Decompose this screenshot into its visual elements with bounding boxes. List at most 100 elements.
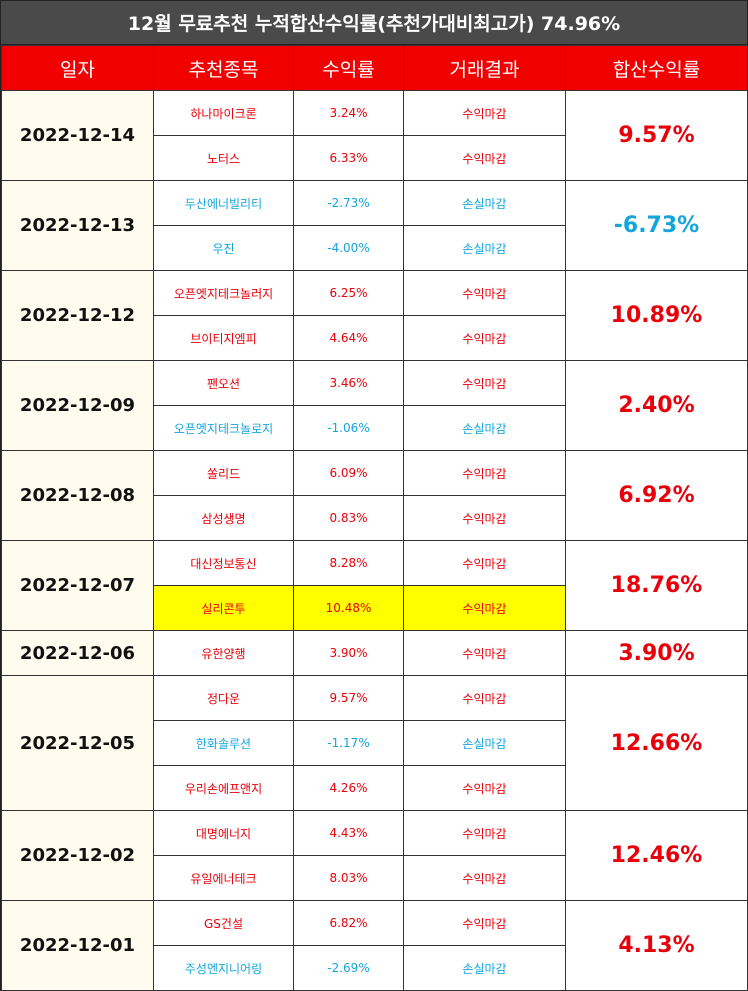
date-cell: 2022-12-12 — [1, 270, 154, 361]
return-rate: 3.90% — [293, 630, 404, 676]
header-row: 일자 추천종목 수익률 거래결과 합산수익률 — [1, 45, 748, 91]
return-rate: 8.03% — [293, 855, 404, 901]
return-rate: 10.48% — [293, 585, 404, 631]
total-return: 9.57% — [565, 90, 748, 181]
return-rate: 6.09% — [293, 450, 404, 496]
return-rate: 4.64% — [293, 315, 404, 361]
table-row: 오픈엣지테크놀로지 -1.06% 손실마감 — [2, 405, 748, 451]
table-row: 2022-12-14 하나마이크론 3.24% 수익마감 9.57% — [1, 90, 748, 181]
trade-result: 수익마감 — [403, 675, 566, 721]
stock-name: 유일에너테크 — [153, 855, 294, 901]
return-rate: 6.25% — [293, 270, 404, 316]
date-cell: 2022-12-14 — [1, 90, 154, 181]
table-row: 2022-12-09 팬오션 3.46% 수익마감 2.40% — [1, 360, 748, 451]
column-header: 거래결과 — [403, 45, 566, 91]
table-row: 브이티지엠피 4.64% 수익마감 — [2, 315, 748, 361]
return-rate: 0.83% — [293, 495, 404, 541]
stock-name: 우진 — [153, 225, 294, 271]
trade-result: 수익마감 — [403, 810, 566, 856]
stock-name: 하나마이크론 — [153, 90, 294, 136]
table-row: 2022-12-06 유한양행 3.90% 수익마감 3.90% — [1, 630, 748, 676]
trade-result: 수익마감 — [403, 630, 566, 676]
table-row: 2022-12-01 GS건설 6.82% 수익마감 4.13% — [1, 900, 748, 991]
table-row: 한화솔루션 -1.17% 손실마감 — [2, 720, 748, 766]
stock-name: 오픈엣지테크놀러지 — [153, 270, 294, 316]
return-rate: 4.43% — [293, 810, 404, 856]
trade-result: 수익마감 — [403, 360, 566, 406]
table-row: 2022-12-05 정다운 9.57% 수익마감 12.66% — [1, 675, 748, 811]
return-rate: 8.28% — [293, 540, 404, 586]
total-return: 3.90% — [565, 630, 748, 676]
table-row: 2022-12-13 두산에너빌리티 -2.73% 손실마감 -6.73% — [1, 180, 748, 271]
trade-result: 수익마감 — [403, 450, 566, 496]
stock-name: 유한양행 — [153, 630, 294, 676]
table-row: 유일에너테크 8.03% 수익마감 — [2, 855, 748, 901]
trade-result: 손실마감 — [403, 945, 566, 991]
total-return: 2.40% — [565, 360, 748, 451]
date-cell: 2022-12-13 — [1, 180, 154, 271]
stock-name: 브이티지엠피 — [153, 315, 294, 361]
table-row: 주성엔지니어링 -2.69% 손실마감 — [2, 945, 748, 991]
date-cell: 2022-12-05 — [1, 675, 154, 811]
stock-name: 대신정보통신 — [153, 540, 294, 586]
column-header: 일자 — [1, 45, 154, 91]
return-rate: 6.33% — [293, 135, 404, 181]
total-return: 10.89% — [565, 270, 748, 361]
trade-result: 수익마감 — [403, 315, 566, 361]
trade-result: 수익마감 — [403, 135, 566, 181]
stock-name: 삼성생명 — [153, 495, 294, 541]
return-rate: 9.57% — [293, 675, 404, 721]
trade-result: 수익마감 — [403, 900, 566, 946]
return-rate: 6.82% — [293, 900, 404, 946]
trade-result: 수익마감 — [403, 270, 566, 316]
results-table: 일자 추천종목 수익률 거래결과 합산수익률 2022-12-14 하나마이크론 3.24%… — [1, 45, 748, 991]
date-cell: 2022-12-07 — [1, 540, 154, 631]
trade-result: 손실마감 — [403, 225, 566, 271]
trade-result: 수익마감 — [403, 540, 566, 586]
trade-result: 수익마감 — [403, 90, 566, 136]
table-row: 2022-12-08 쏠리드 6.09% 수익마감 6.92% — [1, 450, 748, 541]
total-return: 4.13% — [565, 900, 748, 991]
return-rate: 3.46% — [293, 360, 404, 406]
return-rate: -4.00% — [293, 225, 404, 271]
return-rate: -1.17% — [293, 720, 404, 766]
date-cell: 2022-12-08 — [1, 450, 154, 541]
total-return: 12.46% — [565, 810, 748, 901]
table-row: 삼성생명 0.83% 수익마감 — [2, 495, 748, 541]
stock-name: 오픈엣지테크놀로지 — [153, 405, 294, 451]
stock-name: 우리손에프앤지 — [153, 765, 294, 811]
stock-name: 팬오션 — [153, 360, 294, 406]
column-header: 합산수익률 — [565, 45, 748, 91]
stock-name: 두산에너빌리티 — [153, 180, 294, 226]
stock-name: 노터스 — [153, 135, 294, 181]
trade-result: 손실마감 — [403, 180, 566, 226]
trade-result: 수익마감 — [403, 495, 566, 541]
stock-name: GS건설 — [153, 900, 294, 946]
table-row: 2022-12-07 대신정보통신 8.28% 수익마감 18.76% — [1, 540, 748, 631]
table-row: 2022-12-12 오픈엣지테크놀러지 6.25% 수익마감 10.89% — [1, 270, 748, 361]
column-header: 수익률 — [293, 45, 404, 91]
return-rate: -1.06% — [293, 405, 404, 451]
return-rate: 4.26% — [293, 765, 404, 811]
date-cell: 2022-12-02 — [1, 810, 154, 901]
stock-name: 실리콘투 — [153, 585, 294, 631]
column-header: 추천종목 — [153, 45, 294, 91]
stock-name: 쏠리드 — [153, 450, 294, 496]
stock-name: 한화솔루션 — [153, 720, 294, 766]
date-cell: 2022-12-01 — [1, 900, 154, 991]
trade-result: 수익마감 — [403, 585, 566, 631]
table-row: 우진 -4.00% 손실마감 — [2, 225, 748, 271]
table-row: 노터스 6.33% 수익마감 — [2, 135, 748, 181]
trade-result: 손실마감 — [403, 720, 566, 766]
total-return: 12.66% — [565, 675, 748, 811]
trade-result: 손실마감 — [403, 405, 566, 451]
return-rate: -2.73% — [293, 180, 404, 226]
title: 12월 무료추천 누적합산수익률(추천가대비최고가) 74.96% — [1, 1, 747, 45]
table-row: 실리콘투 10.48% 수익마감 — [2, 585, 748, 631]
stock-name: 대명에너지 — [153, 810, 294, 856]
return-rate: 3.24% — [293, 90, 404, 136]
stock-name: 주성엔지니어링 — [153, 945, 294, 991]
total-return: 18.76% — [565, 540, 748, 631]
total-return: 6.92% — [565, 450, 748, 541]
